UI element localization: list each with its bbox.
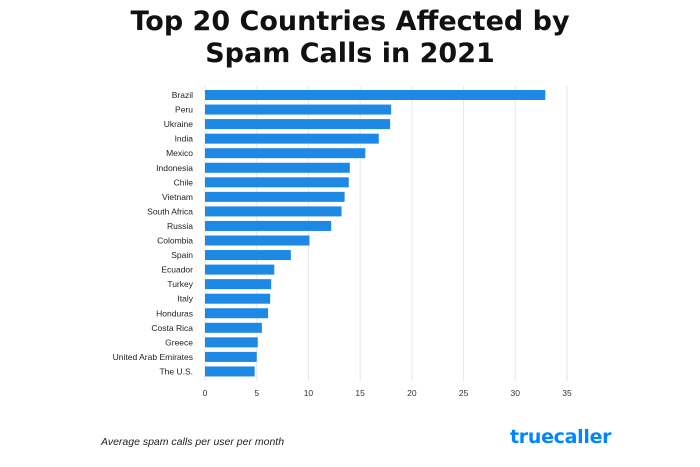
x-tick-label: 30: [511, 388, 521, 398]
y-category-label: Greece: [165, 337, 193, 347]
y-category-label: Brazil: [172, 90, 193, 100]
chart-title-line-2: Spam Calls in 2021: [205, 38, 495, 69]
bar: [205, 119, 391, 130]
x-tick-label: 10: [304, 388, 314, 398]
y-category-label: Colombia: [157, 236, 193, 246]
axis-caption: Average spam calls per user per month: [101, 436, 285, 448]
x-tick-label: 25: [459, 388, 469, 398]
bar: [205, 308, 269, 319]
x-tick-label: 35: [562, 388, 572, 398]
y-category-label: Honduras: [156, 308, 193, 318]
y-category-label: Spain: [171, 250, 193, 260]
y-category-label: Ecuador: [161, 265, 193, 275]
x-tick-label: 0: [203, 388, 208, 398]
bar: [205, 177, 349, 188]
bar: [205, 133, 379, 144]
bar: [205, 293, 271, 304]
y-category-label: The U.S.: [159, 366, 193, 376]
chart-title: Top 20 Countries Affected by Spam Calls …: [0, 6, 700, 70]
bar: [205, 206, 342, 217]
bar: [205, 279, 272, 290]
bar: [205, 337, 258, 348]
bar: [205, 250, 291, 261]
bar: [205, 220, 332, 231]
y-category-label: Peru: [175, 105, 193, 115]
bar: [205, 366, 255, 377]
y-category-label: South Africa: [147, 206, 193, 216]
bar: [205, 104, 392, 115]
y-category-label: Turkey: [167, 279, 193, 289]
y-category-label: Italy: [177, 294, 193, 304]
y-category-label: India: [175, 134, 194, 144]
truecaller-logo: truecaller: [510, 426, 612, 448]
bar: [205, 351, 257, 362]
y-category-label: Russia: [167, 221, 193, 231]
y-category-label: Ukraine: [164, 119, 194, 129]
y-category-label: Costa Rica: [151, 323, 193, 333]
x-tick-label: 5: [254, 388, 259, 398]
bar: [205, 322, 262, 333]
bar: [205, 162, 350, 173]
y-category-label: Vietnam: [162, 192, 193, 202]
x-tick-label: 15: [355, 388, 365, 398]
chart-title-line-1: Top 20 Countries Affected by: [130, 6, 570, 37]
bar: [205, 264, 275, 275]
bar: [205, 191, 345, 202]
y-category-label: Mexico: [166, 148, 193, 158]
bar: [205, 90, 546, 100]
y-category-label: Chile: [174, 177, 194, 187]
x-tick-label: 20: [407, 388, 417, 398]
y-category-label: Indonesia: [156, 163, 193, 173]
y-category-label: United Arab Emirates: [113, 352, 193, 362]
bar: [205, 235, 310, 246]
bar: [205, 148, 366, 159]
